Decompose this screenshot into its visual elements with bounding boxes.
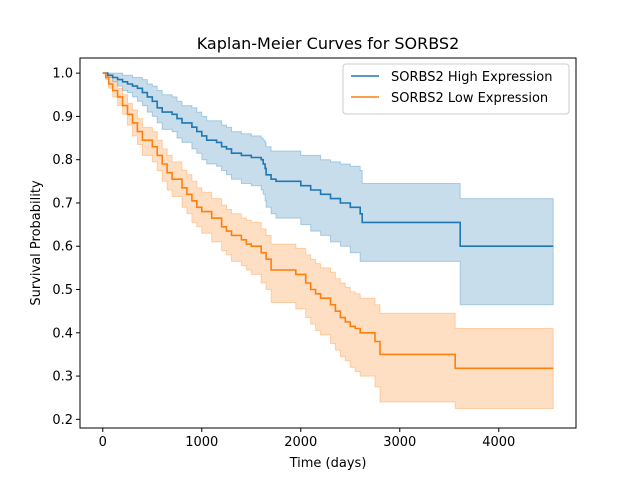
y-tick-label: 0.2 [52, 413, 73, 428]
axes-frame [79, 57, 577, 429]
x-tick-label: 0 [99, 435, 107, 450]
chart-title: Kaplan-Meier Curves for SORBS2 [197, 34, 460, 53]
y-tick-label: 0.6 [52, 240, 73, 255]
y-tick-label: 0.8 [52, 153, 73, 168]
legend-label-high: SORBS2 High Expression [391, 70, 552, 85]
y-axis-label: Survival Probability [29, 180, 44, 306]
y-tick-label: 0.5 [52, 283, 73, 298]
legend: SORBS2 High Expression SORBS2 Low Expres… [342, 63, 570, 115]
survival-curve-high [102, 72, 554, 247]
x-tick-label: 1000 [185, 435, 218, 450]
x-axis-label: Time (days) [289, 456, 367, 471]
confidence-bands [102, 72, 554, 409]
legend-box [342, 63, 570, 115]
y-tick-label: 0.9 [52, 110, 73, 125]
x-tick-label: 4000 [482, 435, 515, 450]
survival-curves [102, 72, 554, 370]
y-tick-label: 0.3 [52, 370, 73, 385]
confidence-band-high [102, 72, 554, 306]
x-axis-ticks: 0 1000 2000 3000 4000 [99, 428, 515, 450]
confidence-band-low [102, 72, 554, 409]
legend-label-low: SORBS2 Low Expression [391, 91, 548, 106]
survival-curve-low [102, 72, 554, 370]
y-tick-label: 0.7 [52, 196, 73, 211]
x-tick-label: 2000 [284, 435, 317, 450]
y-tick-label: 1.0 [52, 67, 73, 82]
y-axis-ticks: 0.2 0.3 0.4 0.5 0.6 0.7 0.8 0.9 1.0 [52, 67, 80, 428]
x-tick-label: 3000 [383, 435, 416, 450]
y-tick-label: 0.4 [52, 326, 73, 341]
